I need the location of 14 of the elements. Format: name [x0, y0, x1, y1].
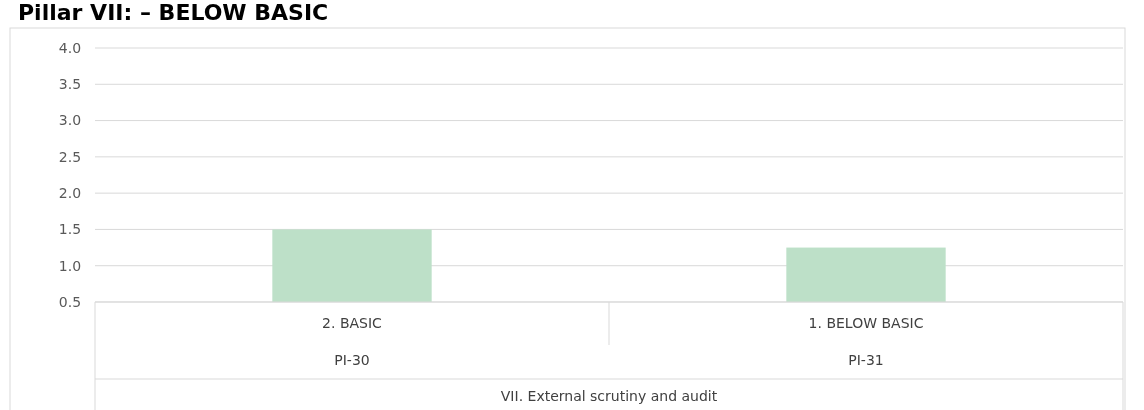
- y-tick-label: 4.0: [58, 39, 82, 56]
- x-tick-label: 1. BELOW BASIC: [808, 315, 924, 331]
- x-tick-label: 2. BASIC: [322, 315, 383, 331]
- y-tick-label: 2.5: [58, 148, 82, 165]
- y-tick-label: 1.5: [58, 221, 82, 238]
- y-tick-label: 3.0: [58, 112, 82, 129]
- y-tick-label: 0.5: [58, 293, 82, 310]
- y-tick-label: 1.0: [58, 257, 82, 274]
- text: PI-30: [334, 352, 370, 368]
- y-tick-label: 2.0: [58, 185, 82, 202]
- chart-title: Pillar VII: – BELOW BASIC: [18, 0, 329, 25]
- x-axis-title: VII. External scrutiny and audit: [500, 388, 718, 404]
- y-tick-label: 3.5: [58, 76, 82, 93]
- text: PI-31: [848, 352, 884, 368]
